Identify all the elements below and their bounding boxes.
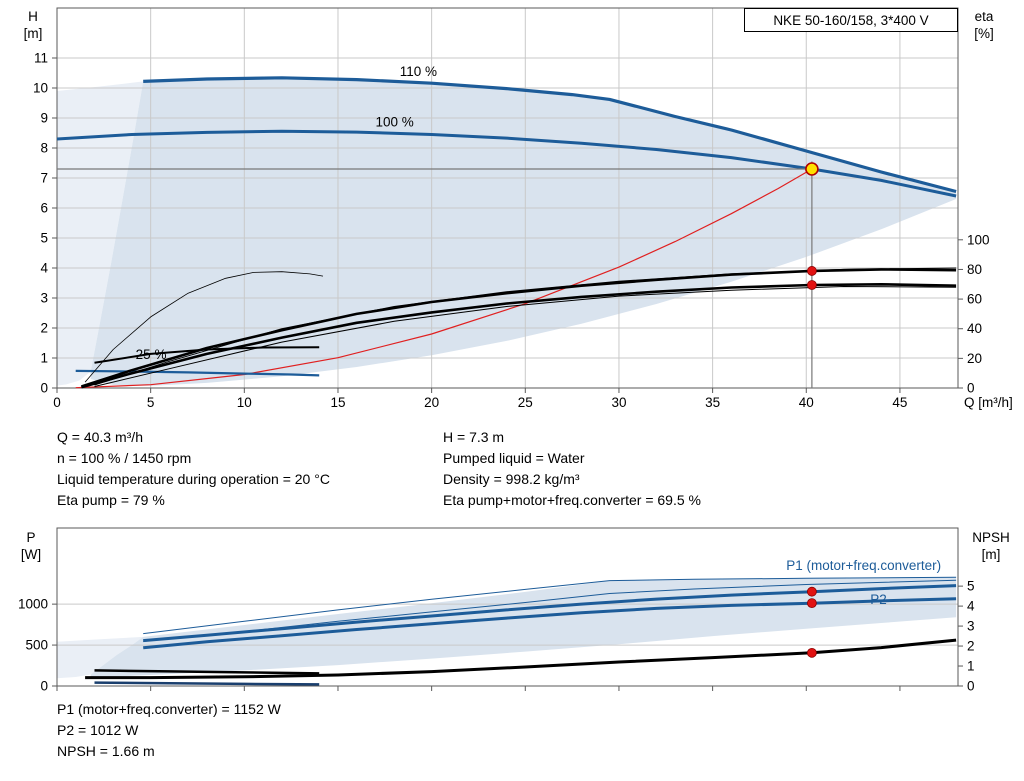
info-line-p2: P2 = 1012 W [57,722,139,738]
curve-label: 25 % [136,347,167,362]
eta-marker [806,280,817,290]
info-line-eta-total: Eta pump+motor+freq.converter = 69.5 % [443,492,701,508]
duty-point-marker [805,162,819,176]
info-line-head: H = 7.3 m [443,429,505,445]
power-envelope-left-light [57,636,144,679]
info-line-npsh: NPSH = 1.66 m [57,743,155,759]
h-tick-label: 7 [40,171,48,186]
info-line-q: Q = 40.3 m³/h [57,429,143,445]
hq-performance-chart: 0 5 10 15 20 25 30 35 40 450123456789101102040608… [24,7,1013,410]
p-25pct-short [94,681,320,686]
eta-tick-label: 0 [967,381,975,396]
eta-total-110-thin [94,286,957,387]
info-line-p1: P1 (motor+freq.converter) = 1152 W [57,701,281,717]
chart-frame [56,527,959,687]
p-tick-label: 500 [25,638,48,653]
npsh-curve [85,638,957,680]
pump-title-box: NKE 50-160/158, 3*400 V [744,8,958,32]
envelope-left-light [57,81,144,386]
h-axis-unit: [m] [24,26,43,41]
h-tick-label: 4 [40,261,48,276]
eta-axis-unit: [%] [974,26,994,41]
h-axis-title: H [28,9,38,24]
npsh-tick-label: 1 [967,659,975,674]
p-axis-unit: [W] [21,547,41,562]
x-tick-label: 20 [424,395,439,410]
eta-tick-label: 20 [967,351,982,366]
p1-curve [143,584,957,643]
pump-model-title: NKE 50-160/158, 3*400 V [773,12,929,28]
eta-tick-label: 40 [967,321,982,336]
info-line-eta-pump: Eta pump = 79 % [57,492,165,508]
duty-info-right: H = 7.3 m Pumped liquid = Water Density … [443,427,829,511]
eta-axis-title: eta [975,9,994,24]
x-tick-label: 40 [799,395,814,410]
h-tick-label: 10 [33,81,48,96]
h-tick-label: 8 [40,141,48,156]
eta-marker [806,266,817,276]
npsh-axis-title: NPSH [972,530,1010,545]
x-tick-label: 45 [892,395,907,410]
operating-envelope [90,77,957,386]
npsh-axis-unit: [m] [982,547,1001,562]
info-line-liquid: Pumped liquid = Water [443,450,585,466]
npsh-25pct-short [94,669,320,675]
curve-label: 100 % [375,114,413,129]
p-axis-title: P [26,530,35,545]
eta-tick-label: 100 [967,232,990,247]
duty-marker [806,647,817,658]
p1-110-thin [143,576,957,635]
series-label: P2 [870,592,887,607]
power-info-block: P1 (motor+freq.converter) = 1152 W P2 = … [57,699,281,762]
affinity-parabola [75,168,813,389]
p2-curve [143,597,957,650]
x-tick-label: 10 [237,395,252,410]
h-tick-label: 6 [40,201,48,216]
chart-frame [56,7,959,389]
x-tick-label: 5 [147,395,155,410]
eta-tick-label: 80 [967,262,982,277]
h-tick-label: 11 [34,51,48,66]
eta-tick-label: 60 [967,292,982,307]
duty-marker [806,586,817,597]
eta-25pct-arc [84,271,324,383]
x-tick-label: 0 [53,395,61,410]
h-tick-label: 1 [40,351,48,366]
p-tick-label: 1000 [18,597,48,612]
h-tick-label: 3 [40,291,48,306]
p-tick-label: 0 [40,679,48,694]
info-line-speed: n = 100 % / 1450 rpm [57,450,192,466]
npsh-tick-label: 3 [967,619,975,634]
curve-label: 110 % [400,64,437,79]
series-label: P1 (motor+freq.converter) [786,558,941,573]
x-tick-label: 35 [705,395,720,410]
curve-110pct [143,76,957,194]
x-tick-label: 25 [518,395,533,410]
duty-info-block: Q = 40.3 m³/h n = 100 % / 1450 rpm Liqui… [57,427,829,511]
eta-25pct-flat [94,346,320,364]
h-tick-label: 9 [40,111,48,126]
h-tick-label: 5 [40,231,48,246]
h-tick-label: 0 [40,381,48,396]
x-tick-label: 15 [330,395,345,410]
npsh-tick-label: 0 [967,679,975,694]
x-tick-label: 30 [611,395,626,410]
duty-marker [806,598,817,609]
curve-25pct [75,369,320,377]
power-npsh-chart: 0 500 1000 0 1 2 3 4 5 P [W] NPSH [m] P1 (motor+freq.… [18,527,1010,694]
q-axis-title: Q [m³/h] [964,395,1013,410]
info-line-density: Density = 998.2 kg/m³ [443,471,580,487]
npsh-tick-label: 5 [967,579,975,594]
duty-info-left: Q = 40.3 m³/h n = 100 % / 1450 rpm Liqui… [57,427,443,511]
info-line-temperature: Liquid temperature during operation = 20… [57,471,330,487]
h-tick-label: 2 [40,321,48,336]
npsh-tick-label: 4 [967,599,975,614]
power-envelope [90,577,957,678]
npsh-tick-label: 2 [967,639,975,654]
